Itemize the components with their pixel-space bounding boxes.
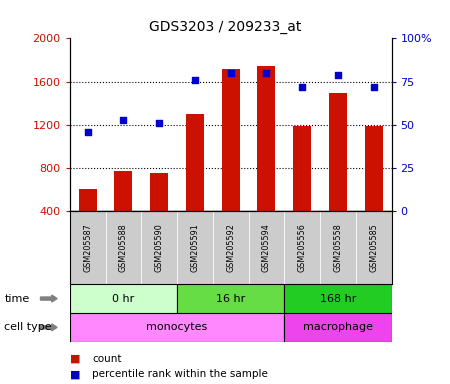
Bar [284, 284, 392, 313]
Bar [79, 189, 97, 211]
Point [120, 117, 127, 123]
Text: ■: ■ [70, 354, 80, 364]
Point [84, 129, 91, 135]
Text: time: time [4, 293, 30, 304]
Bar [222, 69, 239, 211]
Text: GSM205585: GSM205585 [369, 223, 378, 272]
Bar [70, 284, 177, 313]
Text: GSM205591: GSM205591 [190, 223, 199, 272]
Point [156, 120, 163, 126]
Bar [248, 211, 284, 284]
Bar [186, 114, 204, 211]
Text: GSM205594: GSM205594 [262, 223, 271, 272]
Bar [329, 93, 347, 211]
Bar [284, 211, 320, 284]
Bar [114, 171, 132, 211]
Bar [293, 126, 311, 211]
Text: GSM205558: GSM205558 [333, 223, 342, 272]
Bar [213, 211, 248, 284]
Text: 16 hr: 16 hr [216, 293, 245, 304]
Text: GSM205587: GSM205587 [83, 223, 92, 272]
Point [263, 70, 270, 76]
Text: percentile rank within the sample: percentile rank within the sample [92, 369, 268, 379]
Bar [356, 211, 392, 284]
Bar [141, 211, 177, 284]
Point [370, 84, 377, 90]
Point [334, 71, 342, 78]
Text: GSM205556: GSM205556 [297, 223, 306, 272]
Bar [70, 211, 105, 284]
Point [191, 77, 198, 83]
Bar [177, 284, 284, 313]
Point [298, 84, 306, 90]
Bar [70, 313, 284, 342]
Text: GDS3203 / 209233_at: GDS3203 / 209233_at [149, 20, 301, 34]
Text: 168 hr: 168 hr [320, 293, 356, 304]
Text: monocytes: monocytes [146, 322, 207, 333]
Bar [284, 313, 392, 342]
Text: count: count [92, 354, 122, 364]
Text: GSM205590: GSM205590 [155, 223, 164, 272]
Text: cell type: cell type [4, 322, 52, 333]
Text: GSM205592: GSM205592 [226, 223, 235, 272]
Point [227, 70, 234, 76]
Bar [177, 211, 213, 284]
Text: 0 hr: 0 hr [112, 293, 135, 304]
Text: macrophage: macrophage [303, 322, 373, 333]
Bar [257, 66, 275, 211]
Text: ■: ■ [70, 369, 80, 379]
Bar [320, 211, 356, 284]
Bar [105, 211, 141, 284]
Bar [364, 126, 382, 211]
Text: GSM205588: GSM205588 [119, 223, 128, 272]
Bar [150, 173, 168, 211]
